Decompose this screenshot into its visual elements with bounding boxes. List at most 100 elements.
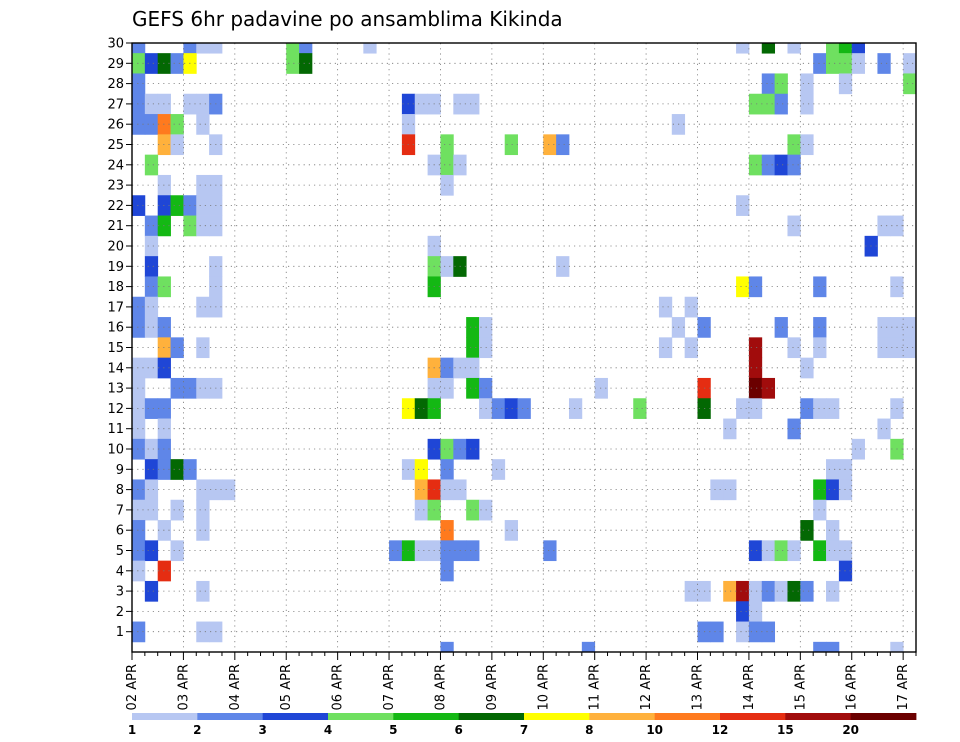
heatmap-cell (170, 114, 184, 135)
heatmap-cell (144, 235, 159, 257)
heatmap-cell (774, 317, 788, 338)
y-tick-label: 3 (116, 585, 124, 600)
heatmap-cell (800, 357, 814, 379)
colorbar-swatch (785, 713, 852, 720)
heatmap-cell (466, 357, 480, 379)
heatmap-cell (556, 134, 570, 156)
heatmap-cell (209, 43, 223, 54)
heatmap-cell (132, 438, 146, 460)
heatmap-cell (851, 438, 865, 460)
y-tick-label: 27 (107, 97, 124, 112)
colorbar-label: 10 (646, 723, 663, 737)
heatmap-cell (144, 357, 159, 379)
y-tick-label: 8 (116, 483, 124, 498)
heatmap-cell (144, 479, 159, 501)
x-tick-label: 09 APR (485, 664, 500, 710)
heatmap-cell (132, 73, 146, 95)
heatmap-cell (389, 540, 403, 562)
y-tick-label: 4 (116, 564, 124, 579)
heatmap-cell (826, 520, 840, 541)
x-tick-label: 11 APR (588, 664, 603, 710)
y-tick-label: 21 (107, 219, 124, 234)
x-tick-label: 12 APR (639, 664, 654, 710)
heatmap-cell (800, 520, 814, 541)
heatmap-cell (826, 479, 840, 501)
heatmap-cell (440, 174, 454, 196)
heatmap-cell (440, 520, 454, 541)
colorbar-swatch (328, 713, 394, 720)
heatmap-cell (774, 154, 788, 176)
y-tick-label: 25 (107, 138, 124, 153)
heatmap-cell (363, 43, 377, 54)
heatmap-cell (736, 195, 750, 216)
heatmap-cell (710, 479, 724, 501)
heatmap-cell (748, 377, 763, 399)
heatmap-cell (903, 317, 917, 338)
grid-lines (132, 43, 916, 652)
heatmap-cell (787, 154, 801, 176)
heatmap-cell (813, 479, 827, 501)
heatmap-cell (723, 479, 737, 501)
heatmap-cell (838, 43, 853, 54)
heatmap-cell (581, 641, 596, 653)
heatmap-cell (440, 459, 454, 480)
heatmap-cell (196, 377, 210, 399)
heatmap-cell (684, 580, 698, 602)
heatmap-cell (440, 438, 454, 460)
heatmap-cell (787, 134, 801, 156)
heatmap-cell (414, 398, 428, 419)
heatmap-cell (761, 93, 776, 115)
heatmap-cell (761, 154, 776, 176)
heatmap-cell (877, 418, 891, 440)
heatmap-cell (877, 337, 891, 359)
y-tick-label: 9 (116, 463, 124, 478)
y-tick-label: 11 (107, 422, 124, 437)
heatmap-cell (144, 154, 159, 176)
heatmap-cell (813, 53, 827, 74)
heatmap-cell (633, 398, 647, 419)
heatmap-cell (440, 560, 454, 582)
colorbar-swatch (262, 713, 329, 720)
heatmap-cell (748, 154, 763, 176)
heatmap-cell (196, 499, 210, 521)
heatmap-cell (504, 134, 518, 156)
heatmap-cell (658, 337, 673, 359)
heatmap-cell (132, 357, 146, 379)
heatmap-cell (826, 459, 840, 480)
heatmap-cell (170, 195, 184, 216)
heatmap-cell (826, 641, 840, 653)
heatmap-cell (440, 134, 454, 156)
heatmap-cell (196, 479, 210, 501)
heatmap-cell (748, 621, 763, 643)
heatmap-cell (787, 43, 801, 54)
colorbar-swatch (458, 713, 525, 720)
heatmap-cell (466, 93, 480, 115)
colorbar-label: 4 (324, 723, 332, 737)
heatmap-cell (132, 53, 146, 74)
heatmap-cell (761, 580, 776, 602)
heatmap-cell (748, 580, 763, 602)
x-tick-label: 10 APR (536, 664, 551, 710)
heatmap-cell (196, 621, 210, 643)
y-tick-label: 5 (116, 544, 124, 559)
heatmap-cell (800, 398, 814, 419)
heatmap-cell (196, 195, 210, 216)
heatmap-cell (132, 114, 146, 135)
y-tick-label: 16 (107, 321, 124, 336)
heatmap-cell (877, 215, 891, 237)
heatmap-cell (800, 73, 814, 95)
colorbar-label: 8 (585, 723, 593, 737)
x-tick-label: 06 APR (331, 664, 346, 710)
heatmap-cell (517, 398, 531, 419)
heatmap-cell (826, 53, 840, 74)
heatmap-cell (826, 43, 840, 54)
heatmap-cell (170, 499, 184, 521)
colorbar-label: 12 (712, 723, 729, 737)
colorbar: 1 2 3 4 5 6 7 8 10 12 15 20 (128, 713, 917, 737)
heatmap-cell (491, 459, 506, 480)
chart-title: GEFS 6hr padavine po ansamblima Kikinda (132, 7, 563, 31)
heatmap-cell (748, 357, 763, 379)
heatmap-cell (196, 93, 210, 115)
y-tick-label: 18 (107, 280, 124, 295)
heatmap-cell (170, 377, 184, 399)
